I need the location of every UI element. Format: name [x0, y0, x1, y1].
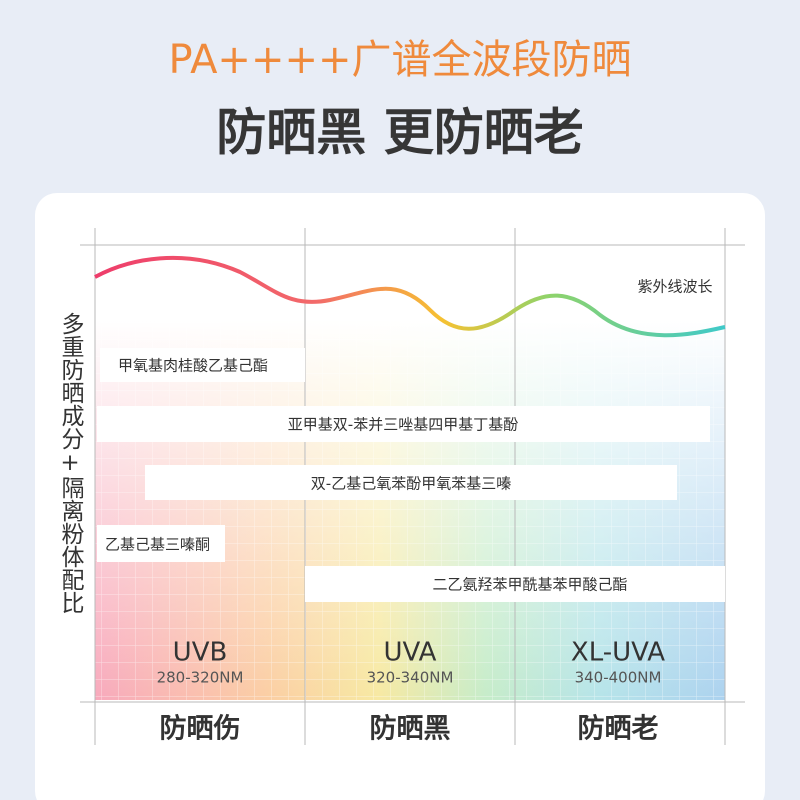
band-name: UVA: [384, 638, 437, 668]
uv-wave: [94, 255, 726, 338]
ingredient-bar: [145, 465, 677, 500]
band-range: 280-320NM: [157, 669, 244, 687]
band-range: 340-400NM: [575, 669, 662, 687]
title: PA++++广谱全波段防晒: [169, 37, 632, 83]
ingredient-label: 双-乙基己氧苯酚甲氧苯基三嗪: [311, 475, 511, 493]
ingredient-label: 亚甲基双-苯并三唑基四甲基丁基酚: [288, 416, 518, 434]
ingredient-bar: [97, 525, 225, 562]
ingredient-label: 乙基己基三嗪酮: [105, 536, 210, 554]
band-range: 320-340NM: [367, 669, 454, 687]
side-label: 多重防晒成分+隔离粉体配比: [57, 312, 83, 614]
ingredient-label: 甲氧基肉桂酸乙基己酯: [118, 357, 268, 375]
subtitle: 防晒黑 更防晒老: [216, 104, 583, 162]
band-effect: 防晒老: [578, 714, 659, 745]
ingredient-label: 二乙氨羟苯甲酰基苯甲酸己酯: [432, 576, 627, 594]
band-effect: 防晒伤: [160, 714, 241, 745]
ingredient-bar: [305, 566, 725, 602]
band-name: XL-UVA: [571, 638, 665, 668]
ingredient-bar: [97, 406, 710, 442]
spectrum-fade: [95, 320, 725, 700]
band-name: UVB: [173, 638, 228, 668]
wave-label: 紫外线波长: [637, 278, 712, 296]
ingredient-bar: [100, 348, 305, 382]
band-effect: 防晒黑: [370, 714, 451, 745]
